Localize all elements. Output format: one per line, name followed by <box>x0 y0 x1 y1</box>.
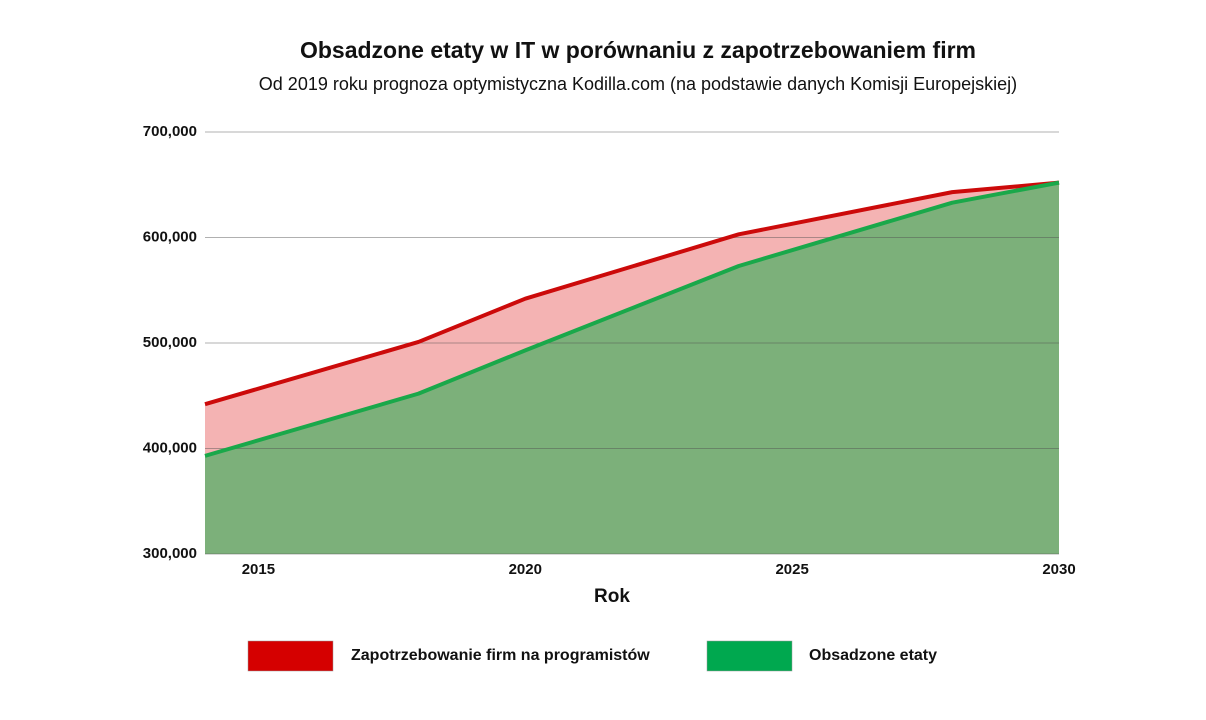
y-tick-label: 500,000 <box>143 334 197 351</box>
x-axis-title: Rok <box>594 586 630 607</box>
y-tick-label: 300,000 <box>143 545 197 562</box>
y-tick-label: 400,000 <box>143 439 197 456</box>
legend-swatch <box>247 640 334 672</box>
legend-swatch <box>706 640 793 672</box>
area-fill <box>205 182 1059 554</box>
x-tick-label: 2020 <box>509 561 542 578</box>
x-tick-label: 2030 <box>1042 561 1075 578</box>
chart-title: Obsadzone etaty w IT w porównaniu z zapo… <box>300 37 976 63</box>
series-line <box>204 180 1060 407</box>
chart-subtitle: Od 2019 roku prognoza optymistyczna Kodi… <box>259 74 1017 94</box>
x-tick-label: 2025 <box>775 561 808 578</box>
legend-label: Zapotrzebowanie firm na programistów <box>351 647 650 664</box>
legend-label: Obsadzone etaty <box>809 647 937 664</box>
y-tick-label: 600,000 <box>143 228 197 245</box>
x-tick-label: 2015 <box>242 561 275 578</box>
series-line <box>204 180 1060 458</box>
y-tick-label: 700,000 <box>143 123 197 140</box>
